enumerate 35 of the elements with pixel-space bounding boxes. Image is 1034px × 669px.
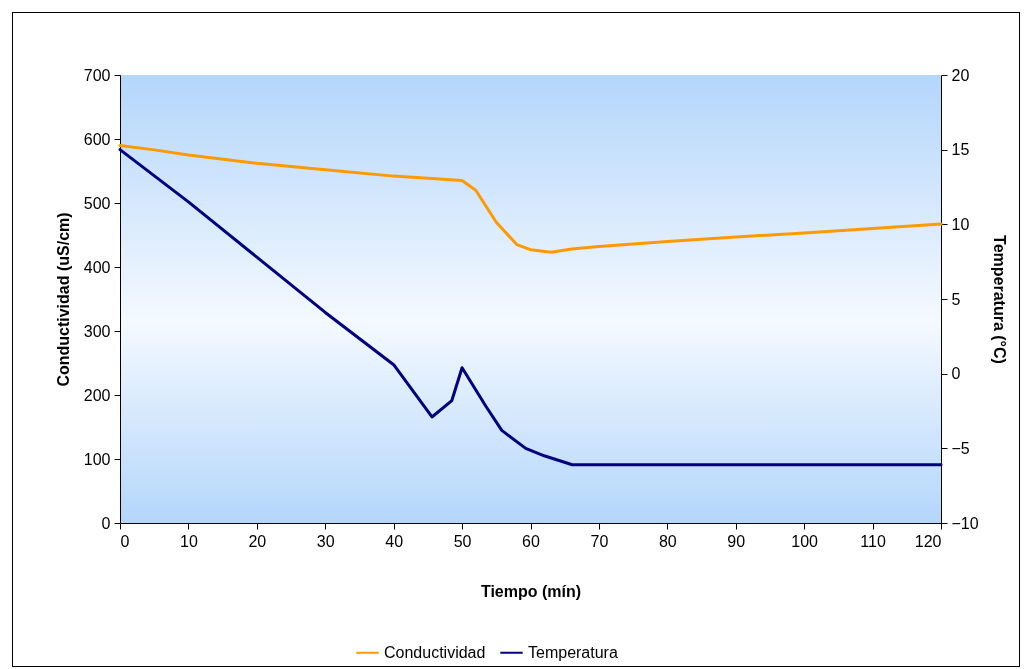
y-tick-label: 200 [83,386,111,404]
legend-label: Temperatura [528,643,618,661]
x-tick-label: 60 [522,532,540,550]
y-tick-label: 500 [83,194,111,212]
y2-tick-label: 5 [951,290,961,308]
y2-tick-label: −5 [951,439,970,457]
y-tick-label: 400 [83,258,111,276]
x-tick-label: 40 [385,532,404,550]
x-tick-label: 80 [658,532,677,550]
legend-label: Conductividad [384,643,486,661]
x-tick-label: 0 [120,532,130,550]
line-series [118,143,943,254]
y-axis-title: Conductividad (uS/cm) [54,212,72,387]
x-tick-label: 70 [590,532,609,550]
x-tick-label: 110 [860,532,886,550]
y-tick-label: 600 [83,130,111,148]
x-tick-label: 50 [453,532,472,550]
y-tick-label: 300 [83,322,111,340]
y-tick-label: 0 [101,514,111,532]
y2-tick-label: 10 [951,215,970,233]
y-tick-label: 700 [83,66,111,84]
y2-tick-label: 15 [951,141,970,159]
x-tick-label: 20 [248,532,267,550]
x-axis-title: Tiempo (mín) [480,582,582,600]
x-tick-label: 30 [316,532,335,550]
y2-axis-title: Temperatura (°C) [990,235,1008,364]
x-tick-label: 100 [791,532,819,550]
x-tick-label: 120 [914,532,942,550]
line-series [118,148,943,467]
x-tick-label: 90 [727,532,746,550]
y-tick-label: 100 [83,450,111,468]
y2-tick-label: −10 [951,514,979,532]
x-tick-label: 10 [180,532,198,550]
y2-tick-label: 0 [951,365,961,383]
y2-tick-label: 20 [951,66,970,84]
